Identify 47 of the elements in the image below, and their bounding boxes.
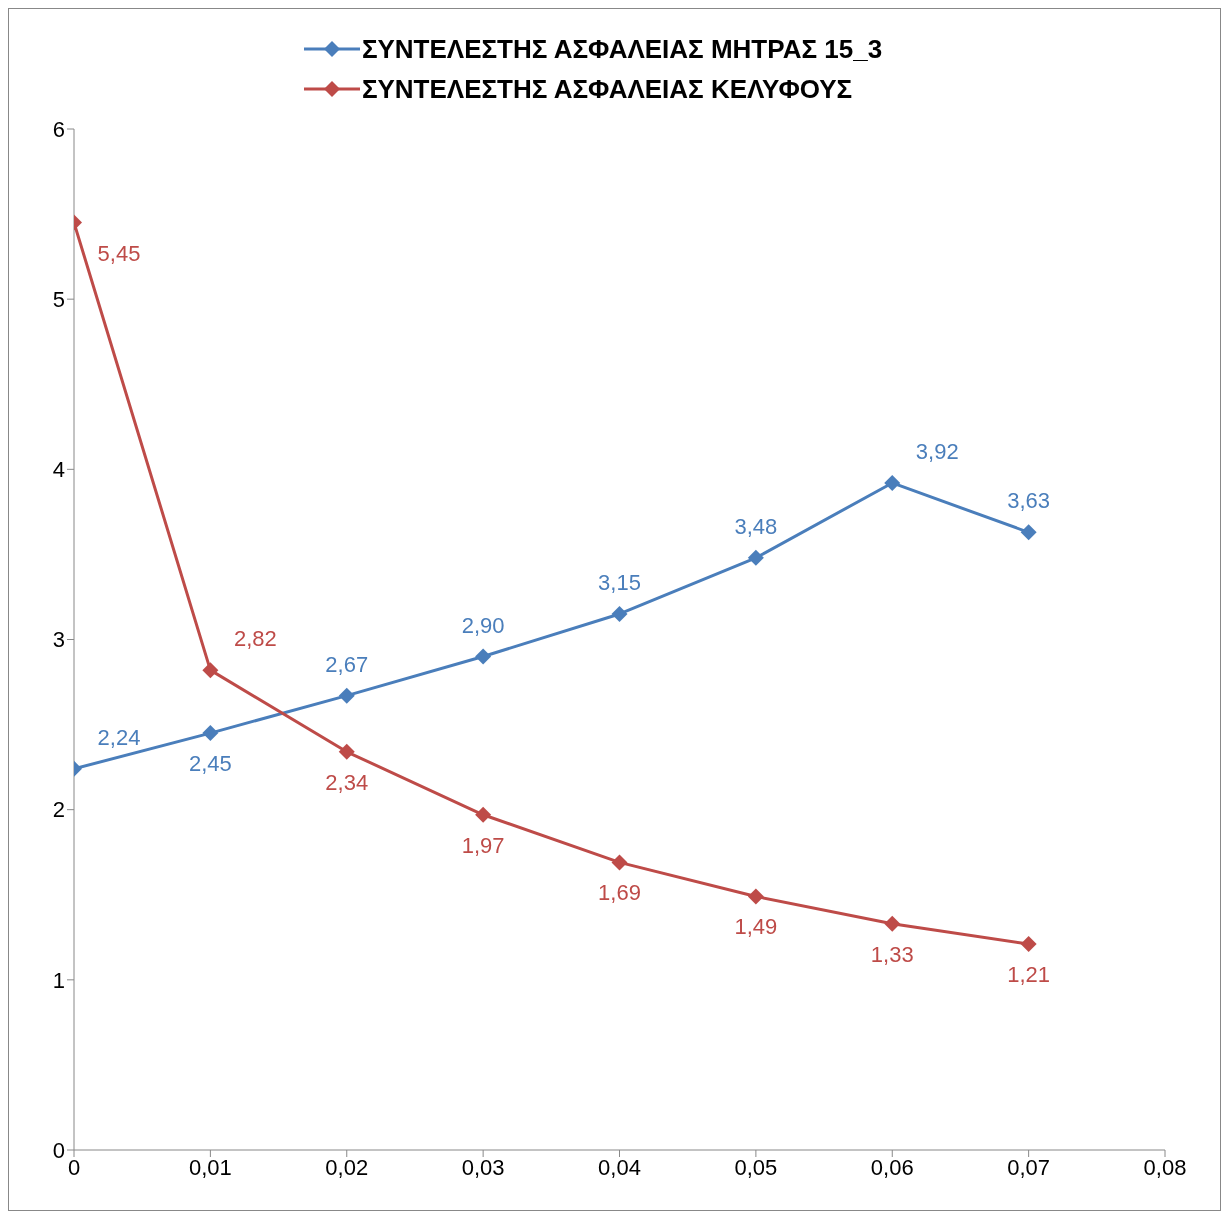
- y-tick-label: 1: [52, 967, 65, 993]
- data-label: 3,15: [598, 569, 641, 595]
- x-tick-label: 0,06: [870, 1154, 914, 1180]
- data-label: 3,63: [1007, 488, 1051, 514]
- x-tick-label: 0,05: [734, 1154, 778, 1180]
- data-label: 1,97: [461, 832, 505, 858]
- point: [1020, 524, 1037, 541]
- x-tick-label: 0,04: [598, 1154, 641, 1180]
- x-tick-label: 0,08: [1143, 1154, 1187, 1180]
- data-label: 2,90: [461, 612, 505, 638]
- point: [1020, 936, 1037, 953]
- data-label: 2,24: [97, 724, 141, 750]
- x-tick-label: 0,02: [325, 1154, 369, 1180]
- data-label: 1,21: [1007, 962, 1051, 988]
- point: [747, 888, 764, 905]
- data-label: 2,34: [325, 769, 369, 795]
- point: [611, 854, 628, 871]
- data-label: 3,48: [734, 513, 778, 539]
- y-tick-label: 5: [52, 286, 65, 312]
- point: [338, 687, 355, 704]
- y-tick-label: 2: [52, 797, 65, 823]
- point: [747, 549, 764, 566]
- legend-label: ΣΥΝΤΕΛΕΣΤΗΣ ΑΣΦΑΛΕΙΑΣ ΚΕΛΥΦΟΥΣ: [361, 73, 853, 105]
- point: [338, 743, 355, 760]
- y-tick-label: 0: [52, 1137, 65, 1163]
- point: [611, 605, 628, 622]
- legend-label: ΣΥΝΤΕΛΕΣΤΗΣ ΑΣΦΑΛΕΙΑΣ ΜΗΤΡΑΣ 15_3: [361, 33, 883, 65]
- x-tick-label: 0,07: [1007, 1154, 1051, 1180]
- y-tick-label: 4: [52, 457, 65, 483]
- y-tick-label: 3: [52, 627, 65, 653]
- data-label: 1,69: [598, 880, 641, 906]
- data-label: 3,92: [915, 438, 959, 464]
- point: [475, 806, 492, 823]
- x-tick-label: 0,03: [461, 1154, 505, 1180]
- point: [202, 725, 219, 742]
- data-label: 2,45: [188, 751, 232, 777]
- y-tick-label: 6: [52, 116, 65, 142]
- x-tick-label: 0,01: [188, 1154, 232, 1180]
- point: [475, 648, 492, 665]
- point: [202, 662, 219, 679]
- data-label: 2,67: [325, 651, 369, 677]
- point: [884, 915, 901, 932]
- data-label: 5,45: [97, 240, 141, 266]
- point: [884, 474, 901, 491]
- data-label: 2,82: [233, 626, 277, 652]
- data-label: 1,49: [734, 914, 778, 940]
- data-label: 1,33: [870, 941, 914, 967]
